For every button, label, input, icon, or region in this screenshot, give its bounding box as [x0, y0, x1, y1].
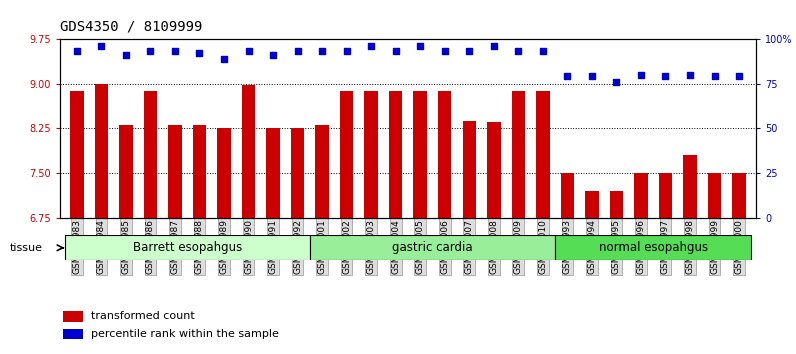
Bar: [708, 173, 721, 218]
Text: percentile rank within the sample: percentile rank within the sample: [91, 329, 279, 338]
Bar: [119, 125, 133, 218]
Point: [414, 43, 427, 49]
Point: [732, 74, 745, 79]
Bar: [487, 122, 501, 218]
Point: [217, 56, 230, 62]
Point: [512, 48, 525, 54]
Bar: [634, 173, 648, 218]
FancyBboxPatch shape: [555, 235, 751, 260]
Bar: [585, 191, 599, 218]
Bar: [315, 125, 329, 218]
Text: gastric cardia: gastric cardia: [392, 241, 473, 254]
Text: GDS4350 / 8109999: GDS4350 / 8109999: [60, 19, 202, 34]
Bar: [168, 125, 181, 218]
Point: [291, 48, 304, 54]
Bar: [291, 128, 304, 218]
Text: transformed count: transformed count: [91, 311, 195, 321]
Bar: [144, 91, 157, 218]
Point: [144, 48, 157, 54]
Bar: [536, 91, 549, 218]
Point: [463, 48, 476, 54]
Point: [193, 50, 206, 56]
Point: [487, 43, 500, 49]
Point: [316, 48, 329, 54]
Bar: [683, 155, 696, 218]
Point: [169, 48, 181, 54]
Bar: [63, 311, 83, 321]
Bar: [217, 128, 231, 218]
Point: [95, 43, 107, 49]
FancyBboxPatch shape: [64, 235, 310, 260]
Point: [659, 74, 672, 79]
Point: [537, 48, 549, 54]
Text: Barrett esopahgus: Barrett esopahgus: [133, 241, 242, 254]
Point: [242, 48, 255, 54]
Bar: [413, 91, 427, 218]
Point: [561, 74, 574, 79]
Point: [610, 79, 622, 85]
Bar: [512, 91, 525, 218]
Bar: [732, 173, 746, 218]
Point: [340, 48, 353, 54]
Point: [439, 48, 451, 54]
Point: [634, 72, 647, 78]
FancyBboxPatch shape: [310, 235, 555, 260]
Bar: [267, 128, 280, 218]
Bar: [438, 91, 451, 218]
Point: [389, 48, 402, 54]
Bar: [560, 173, 574, 218]
Bar: [340, 91, 353, 218]
Point: [365, 43, 377, 49]
Bar: [365, 91, 378, 218]
Bar: [610, 191, 623, 218]
Bar: [389, 91, 403, 218]
Bar: [242, 85, 256, 218]
Point: [586, 74, 599, 79]
Text: normal esopahgus: normal esopahgus: [599, 241, 708, 254]
Point: [708, 74, 721, 79]
Bar: [63, 329, 83, 339]
Bar: [659, 173, 672, 218]
Text: tissue: tissue: [10, 243, 42, 253]
Point: [267, 52, 279, 58]
Bar: [70, 91, 84, 218]
Bar: [462, 121, 476, 218]
Point: [71, 48, 84, 54]
Bar: [193, 125, 206, 218]
Bar: [95, 84, 108, 218]
Point: [684, 72, 696, 78]
Point: [119, 52, 132, 58]
